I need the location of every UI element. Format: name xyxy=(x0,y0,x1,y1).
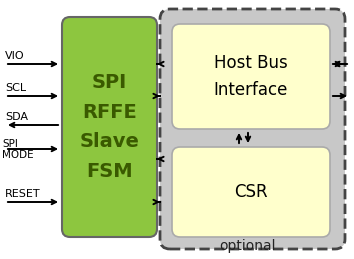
FancyBboxPatch shape xyxy=(160,9,345,249)
Text: CSR: CSR xyxy=(234,183,268,201)
FancyBboxPatch shape xyxy=(62,17,157,237)
FancyBboxPatch shape xyxy=(172,24,330,129)
Text: SPI
RFFE
Slave
FSM: SPI RFFE Slave FSM xyxy=(80,73,139,181)
Text: VIO: VIO xyxy=(5,51,25,61)
Text: SPI_
MODE: SPI_ MODE xyxy=(2,138,34,160)
Text: Host Bus
Interface: Host Bus Interface xyxy=(214,54,288,99)
Text: optional: optional xyxy=(219,239,275,253)
FancyBboxPatch shape xyxy=(172,147,330,237)
Text: SDA: SDA xyxy=(5,112,28,122)
Text: RESET: RESET xyxy=(5,189,41,199)
Text: SCL: SCL xyxy=(5,83,26,93)
